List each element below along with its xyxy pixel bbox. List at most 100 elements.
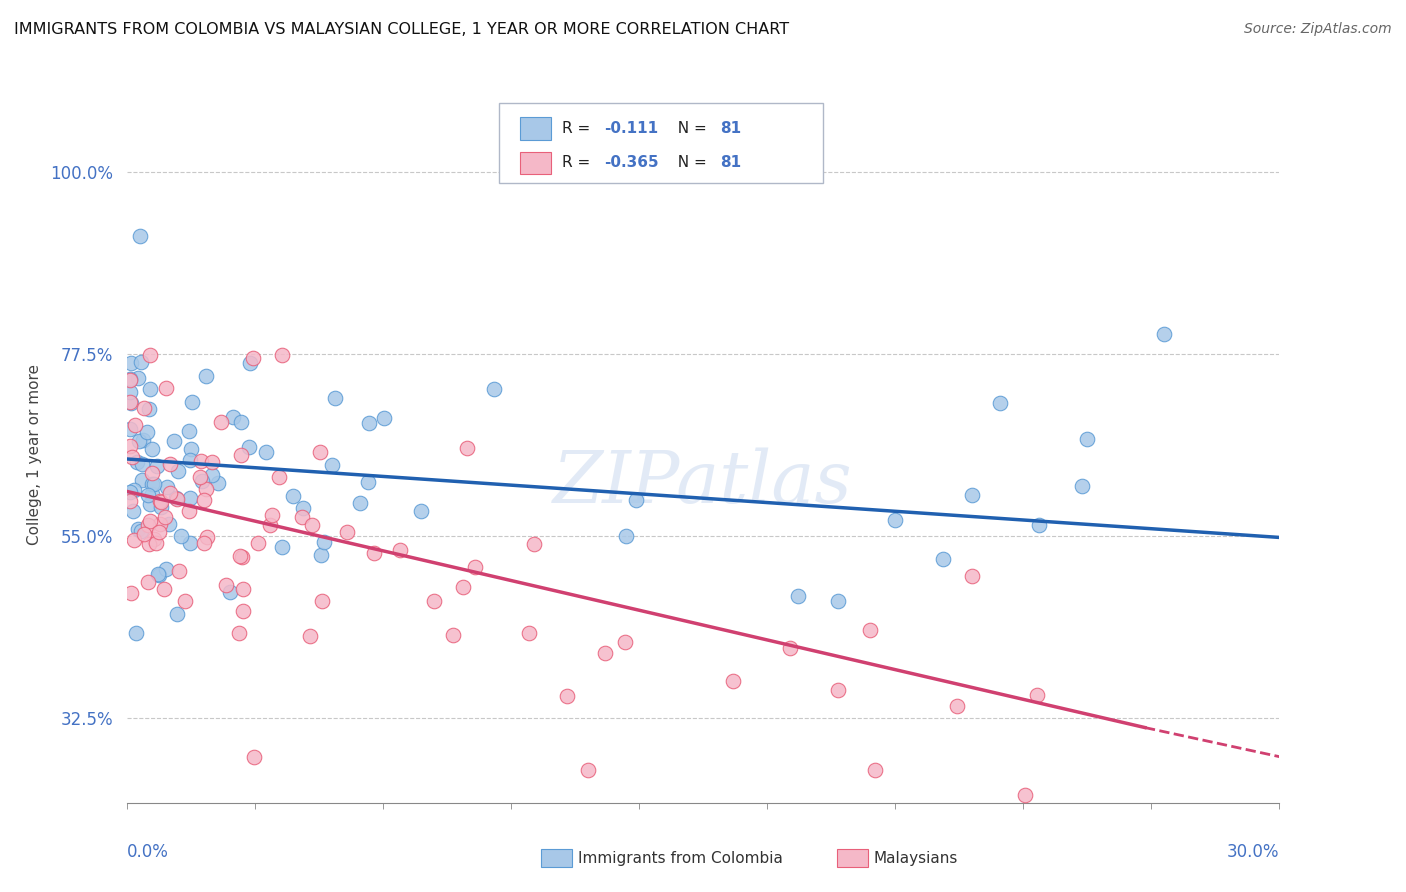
Text: 30.0%: 30.0% <box>1227 843 1279 861</box>
Point <box>614 529 637 543</box>
Point <box>141 476 163 491</box>
Point <box>1076 432 1098 446</box>
Point <box>188 469 211 483</box>
Point <box>166 491 188 505</box>
Point <box>120 586 142 600</box>
Point <box>260 508 283 522</box>
Point <box>246 536 269 550</box>
Point <box>136 425 159 439</box>
Text: 81: 81 <box>720 121 741 136</box>
Point <box>484 382 506 396</box>
Point <box>523 537 546 551</box>
Point <box>232 582 254 596</box>
Point <box>146 567 169 582</box>
Point <box>157 516 180 531</box>
Text: ZIPatlas: ZIPatlas <box>553 448 853 518</box>
Point <box>142 476 165 491</box>
Point <box>218 585 240 599</box>
Text: Source: ZipAtlas.com: Source: ZipAtlas.com <box>1244 22 1392 37</box>
Point <box>441 628 464 642</box>
Point <box>1025 689 1047 703</box>
Point <box>721 674 744 689</box>
Point <box>451 580 474 594</box>
Point <box>120 395 142 409</box>
Point <box>1153 326 1175 341</box>
Point <box>238 440 260 454</box>
Point <box>195 530 218 544</box>
Point <box>827 682 849 697</box>
Point <box>281 489 304 503</box>
Point <box>207 475 229 490</box>
Point <box>787 589 810 603</box>
Point <box>271 540 294 554</box>
Point <box>239 356 262 370</box>
Point <box>146 458 169 473</box>
Point <box>143 533 166 547</box>
Point <box>132 433 155 447</box>
Text: R =: R = <box>562 121 600 136</box>
Point <box>155 562 177 576</box>
Point <box>301 518 323 533</box>
Point <box>149 495 172 509</box>
Point <box>259 518 281 533</box>
Text: N =: N = <box>668 121 711 136</box>
Point <box>779 640 801 655</box>
Point <box>323 392 346 406</box>
Point <box>180 442 202 456</box>
Point <box>242 351 264 365</box>
Point <box>120 493 142 508</box>
Point <box>120 356 142 370</box>
Point <box>122 483 145 498</box>
Point <box>411 504 433 518</box>
Point <box>193 536 215 550</box>
Point <box>169 564 191 578</box>
Point <box>120 372 142 386</box>
Point <box>132 401 155 416</box>
Text: Immigrants from Colombia: Immigrants from Colombia <box>578 851 783 865</box>
Point <box>1014 788 1036 802</box>
Point <box>129 229 152 244</box>
Point <box>884 513 907 527</box>
Point <box>291 509 314 524</box>
Point <box>464 560 486 574</box>
Text: R =: R = <box>562 155 596 170</box>
Point <box>127 522 149 536</box>
Point <box>122 533 145 547</box>
Point <box>120 374 142 388</box>
Text: N =: N = <box>668 155 711 170</box>
Point <box>336 524 359 539</box>
Point <box>122 504 145 518</box>
Point <box>932 552 955 566</box>
Point <box>177 424 200 438</box>
Point <box>990 396 1012 410</box>
Point <box>148 525 170 540</box>
Point <box>201 467 224 482</box>
Point <box>166 607 188 621</box>
Point <box>167 464 190 478</box>
Text: 81: 81 <box>720 155 741 170</box>
Point <box>124 418 146 433</box>
Point <box>148 568 170 582</box>
Point <box>120 385 142 400</box>
Point <box>120 439 142 453</box>
Point <box>254 444 277 458</box>
Point <box>138 348 160 362</box>
Point <box>141 487 163 501</box>
Point <box>139 514 162 528</box>
Point <box>136 518 159 533</box>
Point <box>311 593 333 607</box>
Point <box>231 549 253 564</box>
Point <box>179 536 201 550</box>
Point <box>960 488 983 502</box>
Point <box>190 453 212 467</box>
Point <box>138 537 160 551</box>
Point <box>170 529 193 543</box>
Point <box>155 380 177 394</box>
Point <box>557 690 579 704</box>
Point <box>269 469 291 483</box>
Point <box>138 401 160 416</box>
Point <box>155 509 177 524</box>
Point <box>124 626 146 640</box>
Point <box>232 604 254 618</box>
Point <box>519 625 541 640</box>
